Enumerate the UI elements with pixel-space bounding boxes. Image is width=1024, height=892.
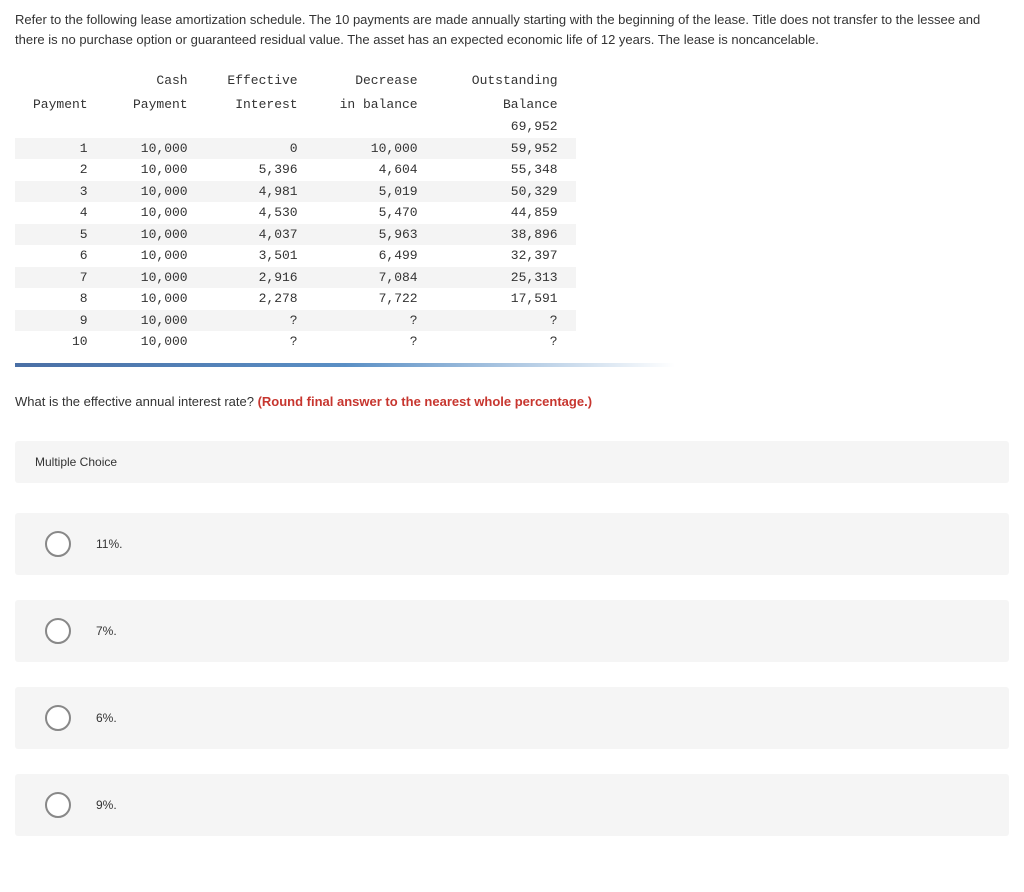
choice-label: 11%.: [96, 535, 122, 553]
table-cell: 4,530: [206, 202, 316, 224]
table-row: 210,0005,3964,60455,348: [15, 159, 576, 181]
table-row: 410,0004,5305,47044,859: [15, 202, 576, 224]
table-cell: 4: [15, 202, 106, 224]
table-cell: 4,604: [316, 159, 436, 181]
header-balance-l1: Outstanding: [436, 69, 576, 93]
multiple-choice-section: Multiple Choice 11%. 7%. 6%. 9%.: [15, 441, 1009, 836]
choice-item[interactable]: 6%.: [15, 687, 1009, 749]
table-row: 510,0004,0375,96338,896: [15, 224, 576, 246]
table-cell: 32,397: [436, 245, 576, 267]
choice-label: 9%.: [96, 796, 117, 814]
table-cell: ?: [316, 331, 436, 353]
header-payment-l1: [15, 69, 106, 93]
table-cell: ?: [316, 310, 436, 332]
table-cell: 10,000: [106, 310, 206, 332]
table-cell: 55,348: [436, 159, 576, 181]
question-text: What is the effective annual interest ra…: [15, 392, 1009, 412]
table-cell: 2,278: [206, 288, 316, 310]
table-cell: 4,981: [206, 181, 316, 203]
table-cell: 5,470: [316, 202, 436, 224]
table-cell: 3,501: [206, 245, 316, 267]
table-row: 910,000???: [15, 310, 576, 332]
table-cell: 5,019: [316, 181, 436, 203]
header-interest-l2: Interest: [206, 93, 316, 117]
choice-item[interactable]: 11%.: [15, 513, 1009, 575]
table-cell: ?: [436, 310, 576, 332]
table-header-row1: Cash Effective Decrease Outstanding: [15, 69, 576, 93]
table-cell: 25,313: [436, 267, 576, 289]
header-decrease-l1: Decrease: [316, 69, 436, 93]
table-cell: 7,084: [316, 267, 436, 289]
table-cell: 8: [15, 288, 106, 310]
table-row: 810,0002,2787,72217,591: [15, 288, 576, 310]
radio-icon[interactable]: [45, 618, 71, 644]
radio-icon[interactable]: [45, 705, 71, 731]
intro-text: Refer to the following lease amortizatio…: [15, 10, 1009, 49]
header-interest-l1: Effective: [206, 69, 316, 93]
choice-label: 7%.: [96, 622, 117, 640]
header-payment-l2: Payment: [15, 93, 106, 117]
table-cell: 0: [206, 138, 316, 160]
table-cell: 10,000: [106, 159, 206, 181]
table-cell: 50,329: [436, 181, 576, 203]
table-cell: 6: [15, 245, 106, 267]
choice-item[interactable]: 9%.: [15, 774, 1009, 836]
question-highlight: (Round final answer to the nearest whole…: [258, 394, 592, 409]
table-cell: ?: [206, 310, 316, 332]
table-cell: 10,000: [106, 267, 206, 289]
header-cash-l2: Payment: [106, 93, 206, 117]
choice-item[interactable]: 7%.: [15, 600, 1009, 662]
table-row: 110,000010,00059,952: [15, 138, 576, 160]
table-row: 1010,000???: [15, 331, 576, 353]
table-header-row2: Payment Payment Interest in balance Bala…: [15, 93, 576, 117]
mc-header: Multiple Choice: [15, 441, 1009, 483]
table-cell: 38,896: [436, 224, 576, 246]
table-cell: 2: [15, 159, 106, 181]
initial-balance: 69,952: [436, 116, 576, 138]
table-cell: ?: [206, 331, 316, 353]
radio-icon[interactable]: [45, 792, 71, 818]
table-cell: 2,916: [206, 267, 316, 289]
table-cell: 10,000: [106, 181, 206, 203]
table-cell: ?: [436, 331, 576, 353]
amortization-table: Cash Effective Decrease Outstanding Paym…: [15, 69, 576, 353]
table-row: 710,0002,9167,08425,313: [15, 267, 576, 289]
header-decrease-l2: in balance: [316, 93, 436, 117]
table-row: 610,0003,5016,49932,397: [15, 245, 576, 267]
table-initial-row: 69,952: [15, 116, 576, 138]
table-cell: 6,499: [316, 245, 436, 267]
table-cell: 10,000: [106, 224, 206, 246]
question-main: What is the effective annual interest ra…: [15, 394, 258, 409]
table-cell: 7,722: [316, 288, 436, 310]
header-balance-l2: Balance: [436, 93, 576, 117]
table-cell: 10,000: [106, 138, 206, 160]
table-cell: 5,963: [316, 224, 436, 246]
table-cell: 5,396: [206, 159, 316, 181]
table-cell: 4,037: [206, 224, 316, 246]
table-cell: 5: [15, 224, 106, 246]
radio-icon[interactable]: [45, 531, 71, 557]
table-cell: 10,000: [106, 202, 206, 224]
table-row: 310,0004,9815,01950,329: [15, 181, 576, 203]
table-cell: 59,952: [436, 138, 576, 160]
table-cell: 9: [15, 310, 106, 332]
table-cell: 17,591: [436, 288, 576, 310]
table-cell: 10,000: [106, 331, 206, 353]
table-cell: 10,000: [316, 138, 436, 160]
table-cell: 10,000: [106, 288, 206, 310]
header-cash-l1: Cash: [106, 69, 206, 93]
table-cell: 10,000: [106, 245, 206, 267]
choice-label: 6%.: [96, 709, 117, 727]
table-cell: 10: [15, 331, 106, 353]
table-cell: 44,859: [436, 202, 576, 224]
table-cell: 7: [15, 267, 106, 289]
table-cell: 3: [15, 181, 106, 203]
gradient-divider: [15, 363, 675, 367]
table-cell: 1: [15, 138, 106, 160]
